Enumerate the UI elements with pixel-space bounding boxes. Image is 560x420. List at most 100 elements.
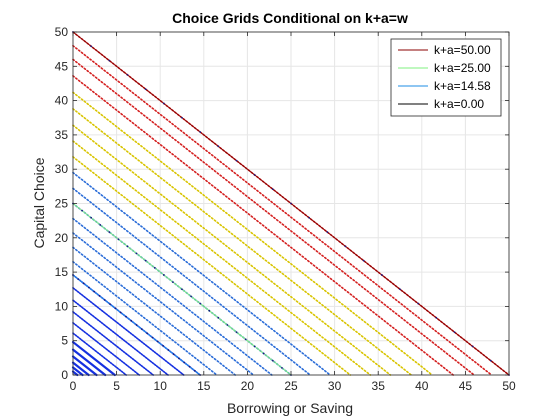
choice-grid-line — [72, 261, 218, 376]
choice-grid-line — [72, 322, 141, 376]
choice-grid-line — [72, 332, 127, 376]
series-point — [217, 145, 220, 148]
x-tick-label: 40 — [415, 379, 429, 393]
chart-title: Choice Grids Conditional on k+a=w — [172, 10, 408, 26]
series-point — [183, 361, 186, 364]
choice-grid-line — [72, 156, 352, 376]
series-point — [77, 278, 80, 281]
legend-label: k+a=25.00 — [434, 61, 491, 75]
series-point — [146, 332, 149, 335]
legend-label: k+a=0.00 — [434, 97, 484, 111]
choice-grid-line — [72, 91, 434, 376]
choice-grid-line — [71, 366, 84, 377]
y-tick-label: 45 — [55, 59, 69, 73]
legend-label: k+a=50.00 — [434, 43, 491, 57]
series-point — [93, 290, 96, 293]
series-point — [167, 349, 170, 351]
series-point — [308, 216, 311, 219]
series-point — [130, 319, 133, 322]
y-axis-label: Capital Choice — [31, 157, 47, 248]
series-point — [98, 294, 101, 297]
series-point — [126, 73, 129, 76]
series-point — [235, 159, 238, 162]
series-point — [489, 359, 492, 362]
x-axis-label: Borrowing or Saving — [227, 400, 353, 416]
y-tick-label: 20 — [55, 231, 69, 245]
axis-ticks: 0 5 10 15 20 25 30 35 40 45 50 0 5 10 15 20 25 30 35 40 45 50 — [55, 25, 516, 393]
choice-grid-line — [72, 140, 372, 376]
series-point — [453, 331, 456, 334]
choice-grid-line — [71, 370, 79, 377]
legend-label: k+a=14.58 — [434, 79, 491, 93]
legend-box — [390, 38, 502, 117]
series-point — [326, 231, 329, 233]
choice-grid-line — [72, 108, 413, 376]
series-point — [178, 357, 180, 360]
series-point — [108, 59, 111, 62]
series-point — [162, 274, 165, 276]
series-point — [193, 369, 196, 372]
series-point — [172, 281, 174, 284]
series-point — [208, 309, 211, 312]
choice-grid-line — [72, 124, 392, 376]
series-point — [151, 336, 154, 339]
series-point — [399, 288, 401, 291]
series-point — [362, 259, 365, 262]
series-point — [435, 316, 438, 319]
series-point — [82, 282, 85, 285]
choice-grid-line — [71, 355, 98, 377]
series-point — [253, 174, 256, 176]
choice-grid-line — [72, 217, 273, 376]
choice-grid-line — [72, 232, 255, 376]
series-point — [162, 344, 164, 347]
x-tick-label: 45 — [459, 379, 473, 393]
x-tick-label: 15 — [197, 379, 211, 393]
choice-grid-line — [72, 171, 332, 376]
choice-grid-line — [71, 340, 116, 377]
choice-grid-lines — [71, 31, 510, 377]
choice-grid-line — [72, 311, 155, 376]
series-point — [344, 245, 347, 248]
choice-grid-line — [71, 361, 90, 377]
series-point — [217, 316, 220, 319]
series-point — [271, 188, 274, 191]
series-point — [181, 116, 183, 119]
y-tick-label: 50 — [55, 25, 69, 39]
choice-grid-line — [72, 287, 185, 376]
series-point — [235, 331, 238, 334]
x-tick-label: 5 — [113, 379, 120, 393]
series-point — [108, 231, 111, 233]
series-point — [271, 359, 274, 362]
x-tick-label: 10 — [154, 379, 168, 393]
y-tick-label: 30 — [55, 162, 69, 176]
series-point — [226, 324, 229, 326]
x-tick-label: 35 — [372, 379, 386, 393]
series-point — [126, 245, 129, 248]
series-point — [181, 288, 183, 291]
series-point — [188, 365, 191, 368]
x-tick-label: 50 — [502, 379, 516, 393]
series-point — [114, 307, 117, 310]
series-point — [119, 311, 122, 314]
series-point — [90, 216, 93, 219]
legend[interactable]: k+a=50.00 k+a=25.00 k+a=14.58 k+a=0.00 — [390, 38, 502, 117]
series-point — [87, 286, 90, 289]
series-point — [153, 266, 156, 269]
series-point — [135, 324, 138, 326]
series-point — [199, 302, 202, 305]
series-point — [103, 299, 106, 301]
series-point — [144, 88, 147, 91]
series-point — [244, 338, 247, 341]
series-point — [90, 45, 93, 48]
y-tick-label: 5 — [61, 334, 68, 348]
series-point — [140, 328, 143, 331]
series-point — [135, 252, 138, 255]
series-point — [99, 224, 102, 226]
choice-grid-line — [72, 299, 169, 376]
x-tick-label: 0 — [70, 379, 77, 393]
series-point — [125, 315, 127, 318]
choice-grid-line — [72, 246, 236, 376]
series-point — [162, 102, 165, 105]
series-point — [190, 295, 192, 298]
